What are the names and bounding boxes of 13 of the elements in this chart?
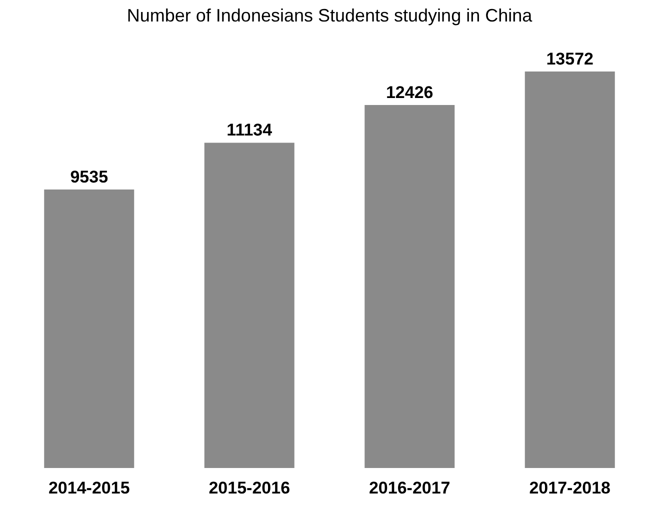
x-tick-label: 2015-2016 [208,478,290,498]
bar [204,142,294,468]
x-tick-label: 2016-2017 [368,478,450,498]
data-label: 9535 [70,167,108,186]
bar [364,104,455,468]
x-tick-label: 2017-2018 [529,478,611,498]
bar [524,72,615,468]
chart-title: Number of Indonesians Students studying in China [126,6,534,26]
data-label: 12426 [386,82,434,102]
data-label: 11134 [226,120,273,140]
bar [44,189,134,468]
x-tick-label: 2014-2015 [48,478,130,498]
data-label: 13572 [546,50,594,69]
